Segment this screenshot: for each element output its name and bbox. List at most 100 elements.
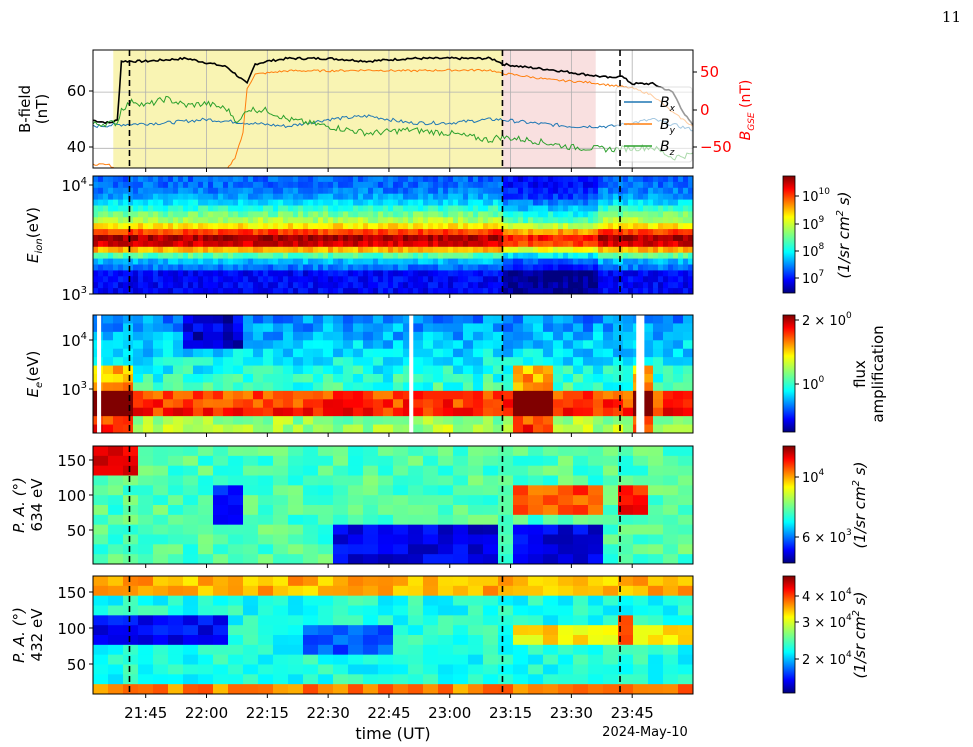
ion-cell	[158, 288, 164, 294]
ion-cell	[478, 205, 484, 212]
electron-cell	[453, 399, 464, 409]
ion-cell	[208, 264, 214, 271]
pa432-cell	[588, 605, 604, 616]
electron-cell	[223, 331, 234, 341]
ion-cell	[513, 270, 519, 277]
ion-cell	[398, 187, 404, 195]
electron-cell	[193, 357, 204, 367]
ion-cell	[303, 270, 309, 277]
ion-cell	[593, 223, 599, 230]
electron-cell	[263, 424, 274, 433]
pa634-cell	[168, 505, 184, 516]
legend-bx: Bx	[660, 95, 676, 114]
ion-cell	[328, 264, 334, 271]
pa634-cell	[213, 524, 229, 536]
ion-cell	[673, 264, 679, 271]
ion-cell	[673, 229, 679, 236]
ion-cell	[618, 181, 624, 189]
pa634-cell	[333, 485, 349, 496]
ion-cell	[303, 205, 309, 212]
ion-cell	[333, 176, 339, 183]
pa634-cell	[588, 475, 604, 486]
ion-cell	[148, 217, 154, 224]
ion-cell	[178, 199, 184, 207]
ion-cell	[433, 217, 439, 224]
pa634-cell	[618, 524, 634, 536]
pa634-cell	[528, 554, 544, 564]
ion-cell	[268, 270, 274, 277]
pa432-cell	[603, 595, 619, 607]
ion-cell	[483, 211, 489, 218]
ion-cell	[633, 217, 639, 224]
electron-cell	[343, 323, 354, 333]
pa634-cell	[603, 465, 619, 477]
ion-cell	[553, 211, 559, 218]
ion-cell	[173, 282, 179, 289]
pa634-cell	[543, 544, 559, 555]
ion-cell	[193, 176, 199, 183]
ion-cell	[663, 211, 669, 218]
ion-cell	[368, 288, 374, 294]
ion-cell	[298, 252, 304, 260]
ion-cell	[508, 229, 514, 236]
ion-cell	[288, 264, 294, 271]
electron-cell	[373, 340, 384, 350]
ion-cell	[138, 217, 144, 224]
ion-cell	[208, 270, 214, 277]
ion-cell	[123, 252, 129, 260]
pa634-cell	[273, 505, 289, 516]
ion-cell	[418, 240, 424, 248]
ion-cell	[503, 181, 509, 189]
ion-cell	[343, 235, 349, 242]
ion-cell	[243, 276, 249, 283]
ion-cell	[438, 193, 444, 201]
electron-cell	[553, 357, 564, 367]
electron-cell	[163, 340, 174, 350]
ion-cell	[153, 193, 159, 201]
ion-cell	[313, 258, 319, 266]
ion-cell	[578, 276, 584, 283]
pa432-cell	[153, 605, 169, 616]
ion-cell	[443, 187, 449, 195]
ion-cell	[433, 235, 439, 242]
electron-cell	[493, 407, 504, 417]
ion-cell	[133, 199, 139, 207]
ion-cell	[143, 246, 149, 254]
electron-cell	[653, 382, 664, 392]
electron-cell	[283, 424, 294, 433]
ion-cell	[343, 246, 349, 254]
electron-cell	[483, 315, 494, 325]
pa634-cell	[528, 446, 544, 457]
electron-cell	[283, 382, 294, 392]
ion-cell	[193, 229, 199, 236]
electron-cell	[573, 407, 584, 417]
ion-cell	[258, 229, 264, 236]
ion-cell	[228, 193, 234, 201]
ion-cell	[408, 246, 414, 254]
electron-cell	[153, 331, 164, 341]
pa432-cell	[93, 625, 109, 636]
ion-cell	[533, 282, 539, 289]
ion-cell	[293, 235, 299, 242]
ion-cell	[383, 187, 389, 195]
ion-cell	[388, 223, 394, 230]
ion-cell	[238, 217, 244, 224]
ion-cell	[533, 205, 539, 212]
ion-cell	[393, 223, 399, 230]
pa634-cell	[663, 544, 679, 555]
ion-cell	[563, 176, 569, 183]
electron-cell	[553, 390, 564, 400]
x-tick-label: 22:30	[307, 704, 350, 722]
ion-cell	[118, 176, 124, 183]
ion-cell	[238, 176, 244, 183]
ion-cell	[323, 205, 329, 212]
ion-cell	[563, 199, 569, 207]
bgse-tick-0: 0	[700, 101, 710, 119]
ion-cell	[408, 223, 414, 230]
pa634-cell	[363, 446, 379, 457]
electron-cell	[553, 407, 564, 417]
ion-cell	[203, 264, 209, 271]
bfield-tick-40: 40	[67, 138, 86, 156]
ion-cell	[483, 270, 489, 277]
ion-cell	[623, 282, 629, 289]
